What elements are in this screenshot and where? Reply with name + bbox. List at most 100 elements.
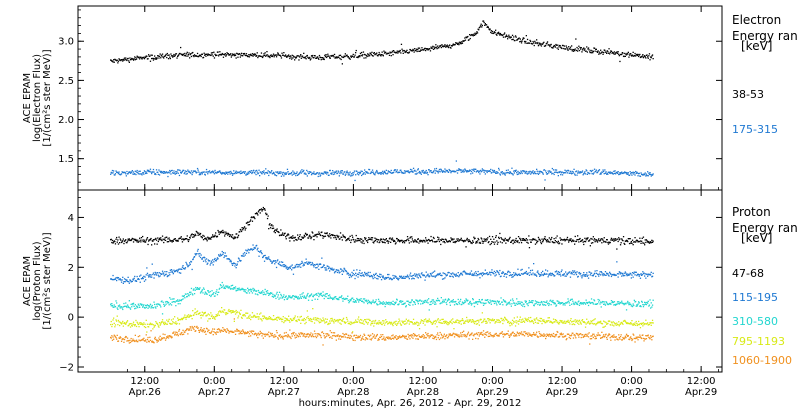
proton-data-point [222,311,225,313]
proton-data-point [122,276,124,278]
electron-data-point [429,171,431,173]
electron-data-point [652,173,654,175]
electron-data-point [574,48,576,50]
proton-data-point [531,239,534,241]
electron-data-point [388,54,391,56]
proton-data-point [200,254,202,256]
electron-data-point [566,48,569,50]
proton-data-point [181,317,183,320]
proton-data-point [514,272,517,274]
proton-data-point [556,273,558,275]
electron-data-point [554,45,556,47]
proton-data-point [487,241,489,244]
proton-data-point [447,298,450,300]
proton-data-point [229,287,231,290]
proton-data-point [606,272,608,274]
proton-data-point [622,302,625,305]
proton-data-point [278,291,281,293]
proton-data-point [453,273,455,275]
proton-data-point [215,292,217,295]
proton-data-point [184,268,186,270]
proton-data-point [396,298,398,300]
proton-data-point [394,243,397,245]
proton-data-point [631,274,633,276]
electron-data-point [598,53,600,55]
electron-data-point [458,44,460,46]
proton-data-point [198,255,200,257]
proton-data-point [342,269,344,271]
electron-data-point [199,54,202,57]
proton-data-point [193,236,195,238]
electron-data-point [145,171,147,173]
electron-data-point [502,34,504,36]
electron-data-point [266,51,268,53]
electron-data-point [642,57,645,59]
proton-data-point [183,295,185,298]
proton-data-point [409,236,412,238]
proton-data-point [263,260,266,262]
proton-data-point [348,237,350,239]
proton-data-point [338,235,340,237]
electron-data-point [572,48,574,51]
proton-data-point [639,277,642,279]
proton-data-point [589,271,591,273]
electron-data-point [225,171,227,173]
proton-data-point [188,316,190,318]
proton-data-point [123,242,125,245]
electron-data-point [240,170,242,172]
proton-data-point [130,239,132,242]
proton-data-point [161,235,164,237]
proton-data-point [167,241,170,243]
electron-data-point [266,172,269,174]
proton-data-point [330,268,333,271]
proton-data-point [186,295,188,298]
proton-data-point [615,304,617,306]
electron-data-point [114,174,116,176]
proton-data-point [295,266,297,268]
proton-data-point [247,317,249,319]
proton-series-115-195 [110,244,654,284]
proton-data-point [110,305,112,307]
proton-data-point [379,303,381,305]
proton-data-point [530,301,532,303]
proton-data-point [172,271,174,273]
proton-data-point [309,236,311,238]
proton-data-point [178,318,180,321]
proton-data-point [415,273,418,275]
electron-data-point [264,172,266,174]
proton-data-point [304,235,306,238]
electron-data-point [425,171,427,173]
electron-data-point [517,170,519,173]
proton-data-point [418,242,420,244]
proton-data-point [487,301,489,303]
proton-series-795-1193 [110,307,654,333]
proton-data-point [624,274,626,277]
proton-data-point [326,232,328,234]
proton-data-point [402,241,404,244]
electron-data-point [329,57,331,59]
proton-data-point [589,301,591,304]
electron-data-point [630,172,632,174]
proton-data-point [332,298,334,301]
electron-data-point [645,175,647,177]
electron-data-point [285,173,287,175]
proton-data-point [171,270,173,272]
electron-data-point [146,172,148,174]
electron-data-point [627,53,629,55]
proton-data-point [147,307,149,309]
proton-data-point [586,301,588,304]
proton-data-point [636,240,639,242]
proton-data-point [142,306,144,308]
electron-data-point [593,168,596,170]
proton-data-point [483,238,485,240]
proton-data-point [472,298,474,300]
proton-data-point [207,262,209,264]
proton-data-point [137,323,139,326]
electron-data-point [205,171,207,173]
proton-data-point [352,297,354,299]
electron-data-point [432,172,434,174]
electron-data-point [429,50,432,52]
proton-data-point [481,238,483,240]
electron-data-point [411,50,413,52]
electron-data-point [160,57,162,59]
